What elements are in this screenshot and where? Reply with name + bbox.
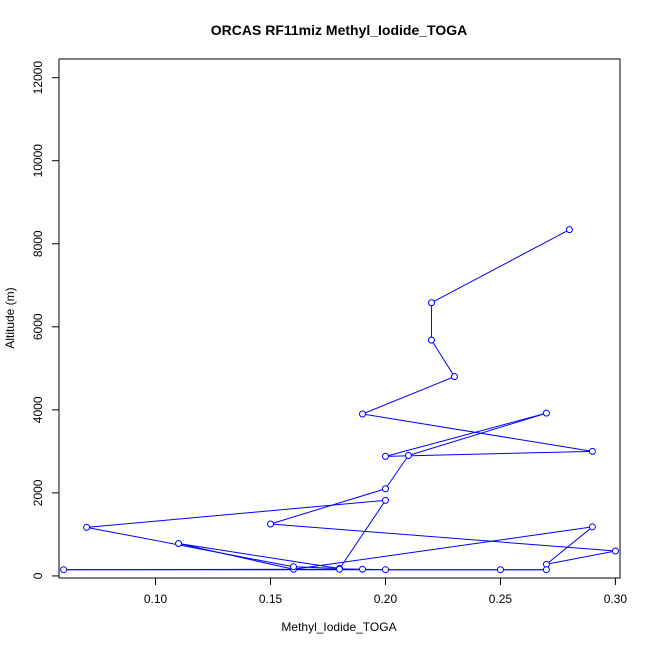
data-point — [542, 409, 550, 417]
data-point — [427, 299, 435, 307]
series-segment — [339, 500, 386, 570]
data-point — [290, 563, 298, 571]
series-segment — [362, 376, 455, 415]
data-point — [381, 485, 389, 493]
data-point — [175, 540, 183, 548]
data-point — [381, 566, 389, 574]
series-segment — [546, 526, 593, 565]
data-point — [427, 336, 435, 344]
x-axis-label: Methyl_Iodide_TOGA — [281, 620, 396, 634]
series-segment — [385, 450, 593, 457]
y-tick-label: 12000 — [31, 61, 45, 95]
y-tick-label: 8000 — [31, 230, 45, 257]
series-segment — [293, 566, 340, 569]
data-point — [267, 520, 275, 528]
data-point — [565, 226, 573, 234]
series-segment — [431, 229, 570, 304]
chart-title: ORCAS RF11miz Methyl_Iodide_TOGA — [211, 22, 467, 38]
y-axis: 0 2000 4000 6000 8000 10000 12000 — [31, 61, 59, 579]
x-tick-label: 0.20 — [374, 592, 398, 606]
series-segment — [408, 412, 547, 456]
data-point — [60, 566, 68, 574]
data-point — [611, 547, 619, 555]
series-segment — [362, 413, 593, 452]
y-axis-label: Altitude (m) — [3, 287, 17, 348]
data-point — [336, 565, 343, 573]
data-point — [588, 523, 596, 531]
data-point — [358, 410, 366, 418]
plot-frame — [58, 58, 621, 579]
data-point — [381, 452, 389, 460]
series-segment — [385, 455, 409, 490]
y-tick-label: 10000 — [31, 144, 45, 178]
series-segment — [178, 543, 294, 570]
series-segment — [546, 550, 616, 565]
x-tick-label: 0.10 — [144, 592, 168, 606]
y-tick-label: 0 — [31, 572, 45, 579]
series-segment — [86, 499, 386, 528]
data-point — [542, 566, 550, 574]
data-point — [404, 452, 412, 460]
data-point — [358, 565, 366, 573]
data-point — [83, 523, 91, 531]
x-tick-label: 0.15 — [259, 592, 283, 606]
y-tick-label: 2000 — [31, 479, 45, 506]
data-point — [588, 447, 596, 455]
series-segment — [270, 488, 386, 525]
y-tick-label: 6000 — [31, 313, 45, 340]
data-point — [381, 496, 389, 504]
data-point — [496, 566, 504, 574]
x-axis: 0.10 0.15 0.20 0.25 0.30 — [144, 578, 628, 606]
series-segment — [293, 526, 593, 570]
y-tick-label: 4000 — [31, 396, 45, 423]
series-segment — [178, 543, 340, 569]
series-segment — [385, 412, 547, 457]
series-points — [60, 226, 619, 574]
series-segment — [270, 523, 616, 552]
x-tick-label: 0.25 — [489, 592, 513, 606]
series-segment — [431, 339, 455, 377]
series-lines — [63, 229, 616, 571]
series-segment — [86, 526, 294, 568]
data-point — [450, 373, 458, 381]
x-tick-label: 0.30 — [604, 592, 628, 606]
